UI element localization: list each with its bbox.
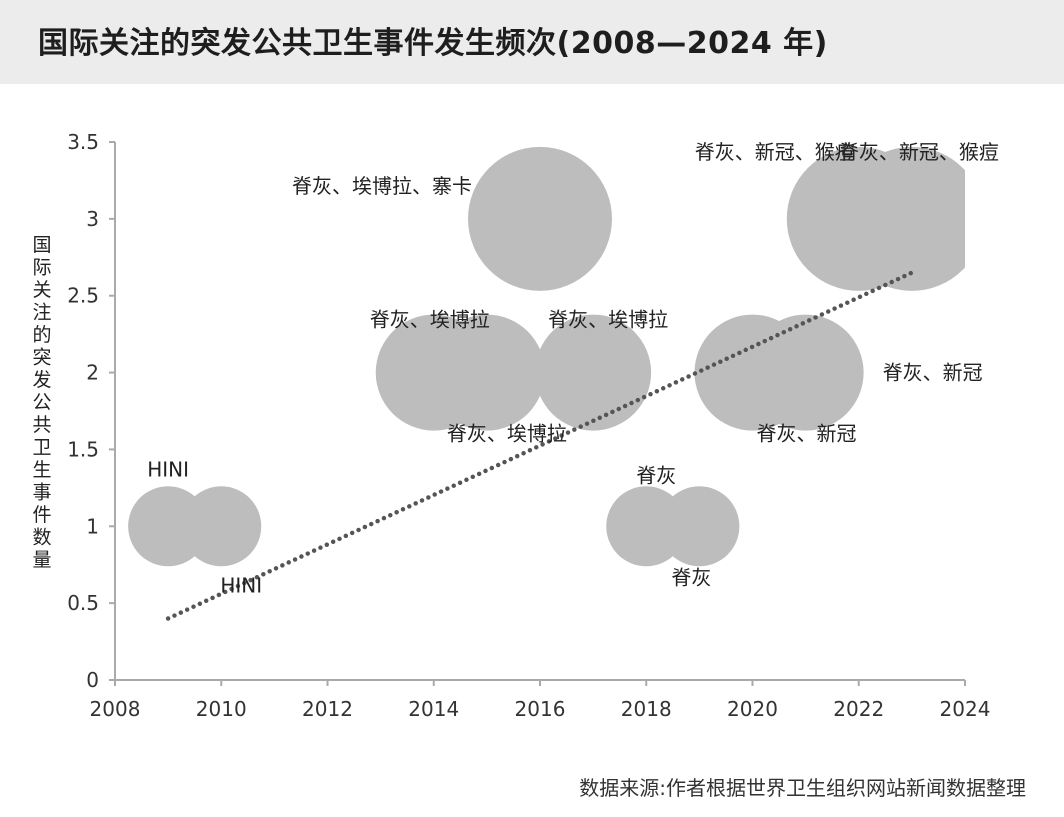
data-label-2021: 脊灰、新冠 <box>883 361 983 385</box>
data-label-2009: HINI <box>147 457 189 481</box>
y-axis-label-char: 事 <box>32 482 51 504</box>
data-labels-layer: HINIHINI脊灰、埃博拉脊灰、埃博拉脊灰、埃博拉、寨卡脊灰、埃博拉脊灰脊灰脊… <box>147 140 999 597</box>
y-axis-label-char: 突 <box>32 347 51 369</box>
y-tick-label: 3 <box>86 207 99 231</box>
y-tick-label: 2.5 <box>67 284 99 308</box>
bubble-2010 <box>181 486 262 567</box>
bubble-2016 <box>468 146 612 291</box>
chart-title: 国际关注的突发公共卫生事件发生频次(2008—2024 年) <box>38 26 828 61</box>
y-axis-label-char: 数 <box>32 527 51 549</box>
y-tick-label: 0 <box>86 668 99 692</box>
x-tick-label: 2018 <box>621 697 672 721</box>
data-label-2016: 脊灰、埃博拉、寨卡 <box>292 174 472 198</box>
y-axis-label-char: 卫 <box>32 437 51 459</box>
bubble-2021 <box>747 314 864 431</box>
bubble-2023 <box>839 146 965 291</box>
y-axis-label-char: 共 <box>32 414 51 436</box>
source-note: 数据来源:作者根据世界卫生组织网站新闻数据整理 <box>579 776 1026 800</box>
bubbles-layer <box>128 146 965 567</box>
axes-layer: 0 0.5 1 1.5 2 2.5 3 3.5 2008 2010 2012 2014 2016 2018… <box>67 130 990 721</box>
bubble-chart: 0 0.5 1 1.5 2 2.5 3 3.5 2008 2010 2012 2014 2016 2018… <box>32 130 999 721</box>
x-tick-label: 2014 <box>408 697 459 721</box>
data-label-2014: 脊灰、埃博拉 <box>370 308 490 332</box>
y-axis-label-char: 量 <box>32 549 51 571</box>
y-axis-label-char: 件 <box>32 504 51 526</box>
y-axis-label-char: 公 <box>32 392 51 414</box>
y-tick-label: 3.5 <box>67 130 99 154</box>
y-tick-label: 0.5 <box>67 591 99 615</box>
y-axis-label-char: 关 <box>32 279 51 301</box>
data-label-2015: 脊灰、埃博拉 <box>447 422 567 446</box>
y-axis-label-char: 国 <box>32 234 51 256</box>
data-label-2019: 脊灰 <box>671 565 711 589</box>
bubble-2017 <box>535 314 652 431</box>
y-axis-label-char: 发 <box>32 369 51 391</box>
x-tick-label: 2008 <box>90 697 141 721</box>
x-tick-label: 2024 <box>940 697 991 721</box>
title-bar: 国际关注的突发公共卫生事件发生频次(2008—2024 年) <box>0 0 1064 84</box>
y-axis-label: 国际关注的突发公共卫生事件数量 <box>32 234 51 571</box>
y-axis-label-char: 注 <box>32 302 51 324</box>
x-tick-label: 2010 <box>196 697 247 721</box>
data-label-2022: 脊灰、新冠、猴痘 <box>695 140 855 164</box>
x-tick-label: 2020 <box>727 697 778 721</box>
data-label-2020: 脊灰、新冠 <box>757 422 857 446</box>
x-tick-label: 2022 <box>833 697 884 721</box>
data-label-2010: HINI <box>220 573 262 597</box>
y-tick-label: 2 <box>86 361 99 385</box>
y-axis-label-char: 际 <box>32 257 51 279</box>
bubble-2019 <box>659 486 740 567</box>
y-tick-label: 1 <box>86 514 99 538</box>
x-tick-label: 2016 <box>515 697 566 721</box>
y-tick-label: 1.5 <box>67 437 99 461</box>
data-label-2017: 脊灰、埃博拉 <box>548 308 668 332</box>
data-label-2018: 脊灰 <box>636 463 676 487</box>
data-label-2023: 脊灰、新冠、猴痘 <box>839 140 999 164</box>
y-axis-label-char: 生 <box>32 459 51 481</box>
bubble-2015 <box>428 314 545 431</box>
y-axis-label-char: 的 <box>32 324 51 346</box>
x-tick-label: 2012 <box>302 697 353 721</box>
